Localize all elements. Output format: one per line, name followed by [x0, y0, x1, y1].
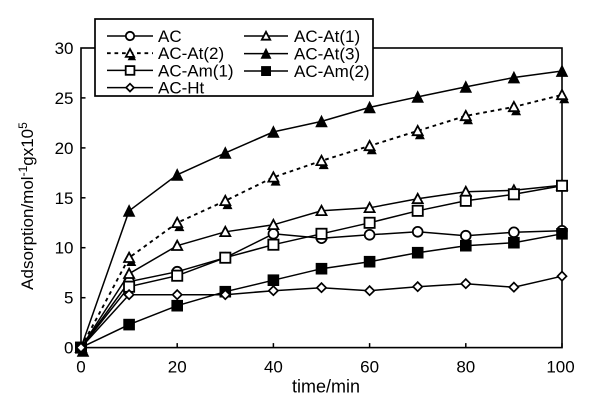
svg-text:AC-At(3): AC-At(3)	[294, 45, 360, 64]
svg-text:Adsorption/mol-1gx105: Adsorption/mol-1gx105	[16, 122, 37, 290]
svg-text:25: 25	[55, 89, 74, 108]
svg-text:AC-At(2): AC-At(2)	[158, 44, 224, 63]
svg-text:AC-Am(2): AC-Am(2)	[294, 62, 370, 81]
svg-text:40: 40	[264, 358, 283, 377]
svg-text:5: 5	[64, 289, 73, 308]
svg-text:80: 80	[456, 358, 475, 377]
svg-text:AC-Ht: AC-Ht	[158, 79, 205, 98]
svg-text:20: 20	[55, 139, 74, 158]
svg-text:20: 20	[168, 358, 187, 377]
svg-text:0: 0	[76, 358, 85, 377]
svg-text:15: 15	[55, 189, 74, 208]
svg-text:0: 0	[64, 339, 73, 358]
svg-text:60: 60	[360, 358, 379, 377]
svg-text:AC-Am(1): AC-Am(1)	[158, 61, 234, 80]
svg-text:AC-At(1): AC-At(1)	[294, 27, 360, 46]
svg-text:AC: AC	[158, 27, 182, 46]
svg-text:100: 100	[546, 358, 574, 377]
svg-text:time/min: time/min	[292, 377, 360, 397]
svg-text:10: 10	[55, 239, 74, 258]
svg-text:30: 30	[55, 39, 74, 58]
